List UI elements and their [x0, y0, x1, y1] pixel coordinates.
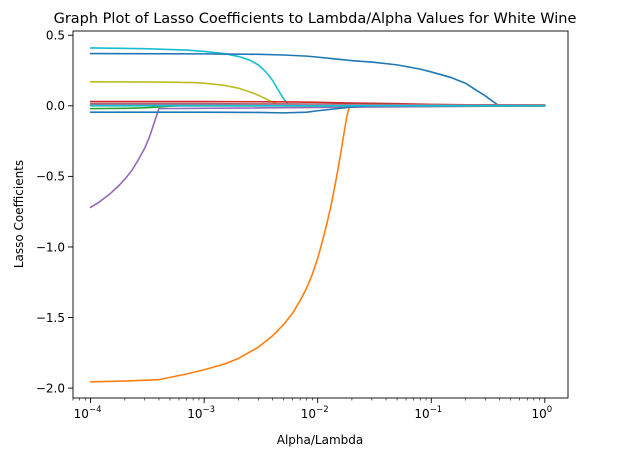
- series-layer: [89, 47, 546, 383]
- y-tick-label: 0.0: [46, 99, 65, 113]
- y-tick-label: −0.5: [36, 170, 65, 184]
- y-tick-label: −1.5: [36, 311, 65, 325]
- x-tick-label: 10−4: [74, 405, 102, 421]
- plot-area: [72, 30, 569, 399]
- y-axis-label: Lasso Coefficients: [12, 160, 26, 268]
- x-tick-label: 100: [531, 405, 552, 421]
- y-tick-label: −2.0: [36, 381, 65, 395]
- series-line-1: [89, 105, 546, 383]
- chart-title: Graph Plot of Lasso Coefficients to Lamb…: [54, 11, 577, 27]
- plot-frame: [72, 30, 569, 399]
- y-tick-label: 0.5: [46, 29, 65, 43]
- x-axis-label: Alpha/Lambda: [277, 433, 363, 447]
- x-axis: 10−4 10−3 10−2 10−1 100: [72, 398, 552, 421]
- y-axis: 0.5 0.0 −0.5 −1.0 −1.5 −2.0: [36, 29, 73, 395]
- x-tick-label: 10−1: [414, 405, 442, 421]
- series-line-4: [89, 52, 546, 107]
- x-tick-label: 10−2: [301, 405, 329, 421]
- x-tick-label: 10−3: [187, 405, 215, 421]
- series-line-2: [89, 105, 546, 209]
- y-tick-label: −1.0: [36, 240, 65, 254]
